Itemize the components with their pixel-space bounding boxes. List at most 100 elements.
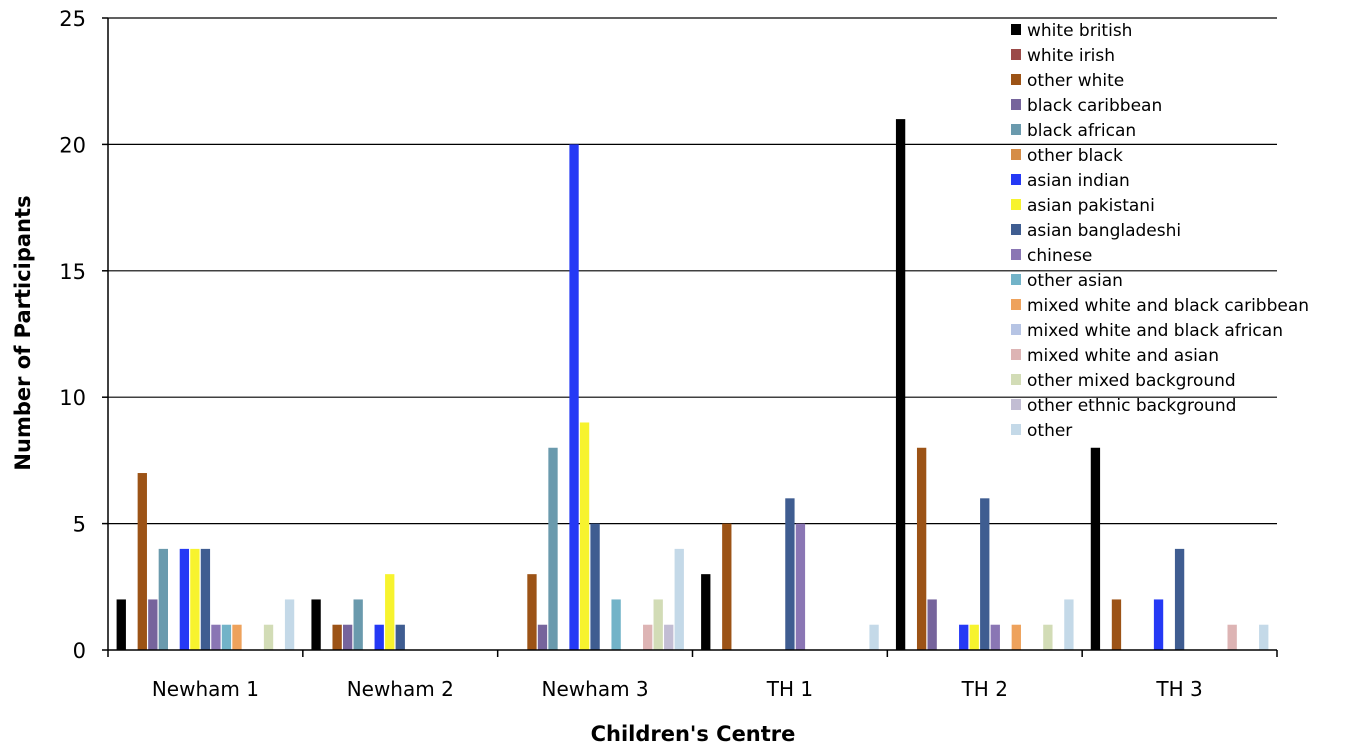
bar [1064,599,1074,650]
legend-label: white irish [1027,46,1115,66]
y-tick-label: 5 [73,513,86,537]
legend-label: asian bangladeshi [1027,221,1181,241]
legend-swatch [1011,374,1021,385]
bar [611,599,621,650]
legend-swatch [1011,199,1021,210]
bar [579,422,590,650]
bar [1011,624,1021,650]
gridlines [108,17,1277,525]
bar [1090,447,1101,650]
bar [895,119,906,651]
bar [1259,624,1269,650]
bar [664,624,674,650]
legend-swatch [1011,74,1021,85]
bar [1043,624,1053,650]
legend-label: black african [1027,121,1136,141]
bar [284,599,295,650]
legend-swatch [1011,24,1021,35]
bar [179,548,190,650]
bar [311,599,321,650]
legend-label: mixed white and black caribbean [1027,296,1309,316]
bar [548,447,558,650]
bar [795,523,806,650]
bar [116,599,126,650]
legend-label: other ethnic background [1027,396,1236,416]
bar [722,523,732,650]
bar [653,599,663,650]
legend-swatch [1011,174,1021,185]
legend-swatch [1011,299,1021,310]
legend-swatch [1011,149,1021,160]
bar [374,624,384,650]
bar [1111,599,1122,650]
bar [353,599,363,650]
legend-swatch [1011,324,1021,335]
bar [869,624,879,650]
x-category-label: TH 3 [1155,677,1202,701]
bar [643,624,653,650]
bar [785,498,795,650]
bar [927,599,937,650]
x-category-label: TH 1 [766,677,813,701]
bar [190,548,200,650]
legend-label: asian indian [1027,171,1130,191]
bar [395,624,405,650]
x-category-label: TH 2 [961,677,1008,701]
bar [137,473,147,650]
bar [590,523,600,650]
bar [916,447,927,650]
y-tick-label: 25 [59,7,86,31]
x-category-label: Newham 1 [152,677,259,701]
bar [527,574,537,650]
legend-label: black caribbean [1027,96,1162,116]
y-tick-label: 10 [59,386,86,410]
legend-label: mixed white and black african [1027,321,1283,341]
legend-swatch [1011,224,1021,235]
x-axis-title: Children's Centre [591,722,796,746]
bar [569,144,579,650]
bars [116,119,1269,651]
legend-swatch [1011,424,1021,435]
bar [158,548,168,650]
legend: white british white irish other white black… [1011,21,1309,441]
legend-swatch [1011,124,1021,135]
y-tick-label: 0 [73,639,86,663]
bar [701,574,711,650]
legend-label: other white [1027,71,1124,91]
y-axis-title: Number of Participants [11,195,35,470]
bar [221,624,232,650]
bar [959,624,969,650]
x-category-label: Newham 3 [542,677,649,701]
bar [1153,599,1164,650]
bar [969,624,979,650]
y-tick-label: 15 [59,260,86,284]
bar [263,624,274,650]
legend-label: mixed white and asian [1027,346,1219,366]
bar [385,574,395,650]
legend-swatch [1011,349,1021,360]
legend-label: asian pakistani [1027,196,1155,216]
bar [674,548,684,650]
legend-label: chinese [1027,246,1092,266]
bar [232,624,242,650]
bar [990,624,1000,650]
x-category-label: Newham 2 [347,677,454,701]
bar [537,624,548,650]
bar [200,548,211,650]
bar [332,624,342,650]
bar [211,624,221,650]
legend-label: other black [1027,146,1123,166]
legend-swatch [1011,399,1021,410]
legend-swatch [1011,99,1021,110]
bar [342,624,353,650]
x-category-labels: Newham 1 Newham 2 Newham 3 TH 1 TH 2 TH 3 [152,677,1203,701]
legend-label: other asian [1027,271,1123,291]
legend-swatch [1011,49,1021,60]
legend-label: white british [1027,21,1132,41]
bar [1174,548,1185,650]
legend-swatch [1011,249,1021,260]
axes [102,17,1278,657]
bar [1227,624,1237,650]
legend-swatch [1011,274,1021,285]
